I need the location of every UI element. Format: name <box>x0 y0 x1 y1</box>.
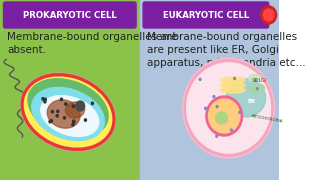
Text: GOLGI: GOLGI <box>251 78 267 83</box>
Circle shape <box>256 88 258 90</box>
Circle shape <box>79 108 81 111</box>
Circle shape <box>263 9 274 21</box>
Ellipse shape <box>249 84 264 93</box>
Ellipse shape <box>206 96 243 136</box>
Circle shape <box>234 77 236 79</box>
Ellipse shape <box>209 99 240 133</box>
Ellipse shape <box>41 96 99 136</box>
Text: Membrane-bound organelles are
absent.: Membrane-bound organelles are absent. <box>7 32 177 55</box>
Circle shape <box>51 110 53 113</box>
Circle shape <box>239 111 241 113</box>
Circle shape <box>84 119 86 121</box>
Ellipse shape <box>226 79 266 117</box>
Text: EUKARYOTIC CELL: EUKARYOTIC CELL <box>163 10 249 19</box>
Ellipse shape <box>221 87 245 93</box>
Circle shape <box>230 129 232 131</box>
Circle shape <box>261 6 276 24</box>
Circle shape <box>44 98 46 101</box>
Ellipse shape <box>221 77 245 83</box>
Ellipse shape <box>187 63 270 153</box>
Circle shape <box>63 117 66 119</box>
Ellipse shape <box>24 77 112 147</box>
Ellipse shape <box>221 82 245 88</box>
FancyBboxPatch shape <box>143 2 269 28</box>
Ellipse shape <box>76 101 84 111</box>
Ellipse shape <box>21 73 115 151</box>
Circle shape <box>49 120 51 123</box>
Ellipse shape <box>249 75 261 82</box>
Text: Membrane-bound organelles
are present like ER, Golgi
apparatus, mitochondria etc: Membrane-bound organelles are present li… <box>147 32 305 68</box>
Circle shape <box>42 98 44 100</box>
Circle shape <box>216 135 218 137</box>
Circle shape <box>204 107 206 109</box>
Circle shape <box>65 103 67 105</box>
Text: PROKARYOTIC CELL: PROKARYOTIC CELL <box>23 10 117 19</box>
Circle shape <box>60 98 62 101</box>
Ellipse shape <box>66 102 84 118</box>
Circle shape <box>73 121 75 123</box>
Ellipse shape <box>183 58 274 158</box>
Circle shape <box>254 79 256 81</box>
Circle shape <box>213 96 215 98</box>
Circle shape <box>50 120 52 122</box>
Ellipse shape <box>32 87 104 141</box>
Ellipse shape <box>215 112 228 124</box>
Circle shape <box>92 102 93 105</box>
Circle shape <box>56 114 58 117</box>
Text: MITOCHONDRIA: MITOCHONDRIA <box>250 114 283 124</box>
FancyBboxPatch shape <box>4 2 136 28</box>
Text: ER: ER <box>248 99 256 104</box>
Circle shape <box>57 110 59 112</box>
Ellipse shape <box>28 79 108 137</box>
Circle shape <box>73 120 75 122</box>
Circle shape <box>72 105 74 107</box>
Ellipse shape <box>47 100 80 128</box>
Circle shape <box>44 101 46 103</box>
Bar <box>0 0 140 180</box>
Circle shape <box>72 123 74 126</box>
Circle shape <box>216 106 218 108</box>
Circle shape <box>199 78 201 80</box>
Bar <box>140 0 279 180</box>
